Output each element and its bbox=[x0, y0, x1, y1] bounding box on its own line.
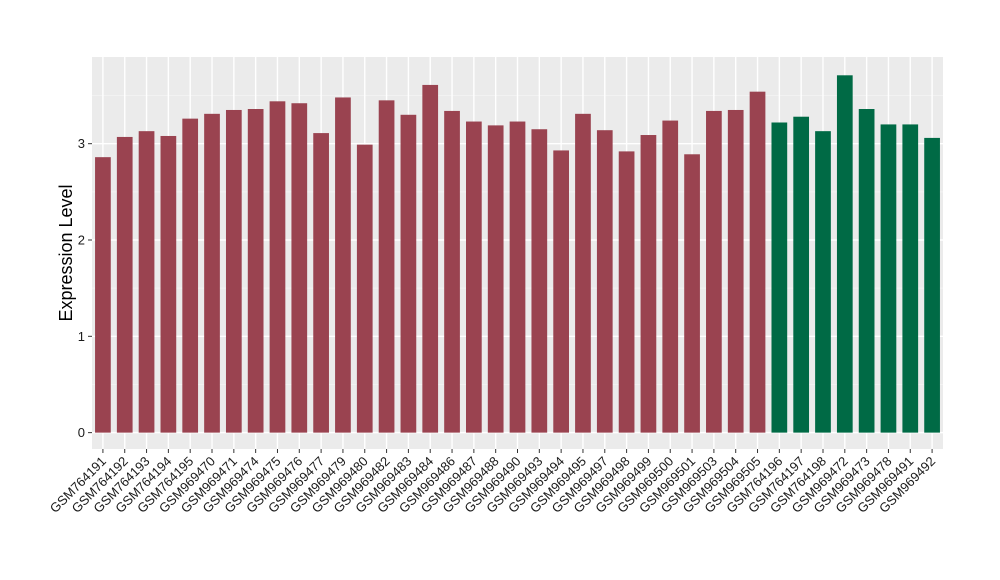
bar-GSM969488 bbox=[487, 125, 504, 433]
bar-GSM969470 bbox=[204, 113, 220, 433]
bar-GSM969478 bbox=[880, 124, 897, 433]
bar-GSM969480 bbox=[356, 144, 373, 433]
bar-GSM969490 bbox=[509, 121, 526, 433]
y-axis: 0 1 2 3 bbox=[78, 136, 92, 440]
bar-GSM764195 bbox=[182, 118, 199, 433]
bar-GSM969497 bbox=[596, 130, 613, 433]
bars bbox=[95, 75, 940, 433]
bar-GSM969500 bbox=[662, 120, 679, 433]
bar-GSM969484 bbox=[422, 84, 439, 433]
bar-GSM764196 bbox=[771, 122, 788, 433]
bar-GSM969482 bbox=[378, 100, 395, 433]
bar-GSM764194 bbox=[160, 135, 177, 433]
bar-GSM969477 bbox=[313, 133, 329, 433]
bar-GSM969491 bbox=[902, 124, 919, 433]
bar-GSM969499 bbox=[640, 135, 657, 433]
bar-GSM969495 bbox=[575, 113, 591, 433]
bar-GSM969486 bbox=[444, 110, 460, 433]
bar-GSM764198 bbox=[815, 131, 831, 433]
bar-GSM969472 bbox=[836, 75, 853, 433]
y-tick-label: 3 bbox=[78, 136, 85, 151]
bar-GSM764191 bbox=[95, 157, 111, 433]
bar-GSM969476 bbox=[291, 103, 308, 433]
bar-GSM969483 bbox=[400, 114, 417, 433]
bar-GSM969503 bbox=[706, 110, 722, 433]
x-axis: GSM764191GSM764192GSM764193GSM764194GSM7… bbox=[47, 449, 938, 516]
y-tick-label: 1 bbox=[78, 329, 85, 344]
bar-GSM969471 bbox=[225, 109, 242, 433]
y-tick-label: 0 bbox=[78, 425, 85, 440]
y-axis-title: Expression Level bbox=[56, 184, 76, 321]
bar-GSM764193 bbox=[138, 131, 155, 433]
bar-GSM969498 bbox=[618, 151, 635, 433]
bar-GSM969487 bbox=[466, 121, 482, 433]
bar-GSM969473 bbox=[858, 109, 875, 433]
bar-GSM969493 bbox=[531, 129, 548, 433]
bar-GSM764192 bbox=[116, 136, 133, 433]
bar-GSM969504 bbox=[727, 109, 744, 433]
bar-GSM969505 bbox=[749, 91, 766, 433]
bar-GSM969475 bbox=[269, 101, 286, 433]
bar-GSM969501 bbox=[684, 154, 700, 433]
bar-GSM969492 bbox=[924, 137, 940, 433]
bar-GSM969474 bbox=[247, 109, 264, 433]
bar-GSM969479 bbox=[335, 97, 351, 433]
bar-GSM969494 bbox=[553, 150, 569, 433]
bar-GSM764197 bbox=[793, 116, 810, 433]
y-tick-label: 2 bbox=[78, 232, 85, 247]
